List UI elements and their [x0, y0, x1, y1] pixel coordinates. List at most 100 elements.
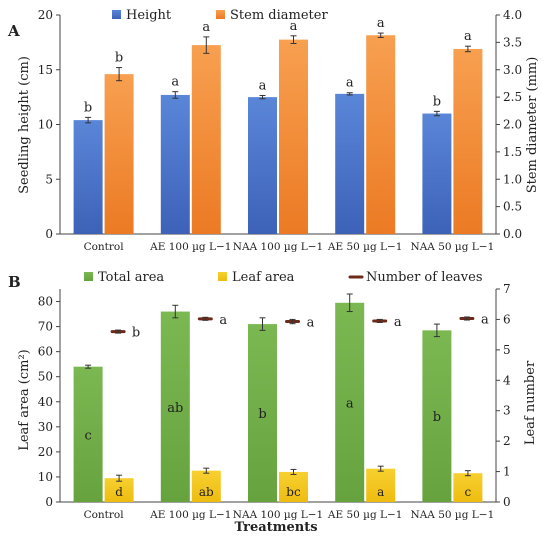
stem-letter: a — [377, 16, 385, 31]
panel-a-y2tick-label: 1.5 — [503, 145, 522, 159]
panel-b-ytick-label: 40 — [38, 395, 53, 409]
legend-leafarea-label: Leaf area — [232, 270, 295, 285]
panel-a-category-label: Control — [84, 241, 125, 253]
total-area-letter: ab — [167, 401, 183, 416]
stem-diameter-bar — [453, 48, 483, 234]
leaf-number-letter: a — [394, 315, 402, 330]
height-letter: b — [84, 100, 92, 115]
panel-b-ytick-label: 10 — [38, 470, 53, 484]
height-bar — [335, 93, 365, 234]
legend-stem-swatch — [216, 10, 225, 19]
panel-a-y2tick-label: 1.0 — [503, 172, 522, 186]
panel-b-y2tick-label: 5 — [503, 343, 511, 357]
panel-b-y2label: Leaf number — [523, 360, 538, 445]
panel-a-y2tick-label: 4.0 — [503, 8, 522, 22]
leaf-number-letter: a — [481, 313, 489, 328]
stem-letter: a — [464, 29, 472, 44]
panel-b-category-label: NAA 100 µg L−1 — [233, 509, 323, 521]
stem-diameter-bar — [104, 74, 134, 234]
panel-a-category-label: NAA 100 µg L−1 — [233, 241, 323, 253]
leaf-area-bar — [366, 468, 396, 502]
panel-a-y2tick-label: 0.5 — [503, 200, 522, 214]
legend-height-swatch — [112, 10, 121, 19]
total-area-letter: b — [433, 410, 441, 425]
height-letter: a — [259, 78, 267, 93]
leaf-number-letter: b — [132, 326, 140, 341]
panel-a-ytick-label: 15 — [38, 63, 53, 77]
leaf-area-letter: ab — [199, 485, 214, 499]
panel-a-ytick-label: 5 — [45, 172, 53, 186]
total-area-bar — [335, 302, 365, 502]
panel-a-ytick-label: 20 — [38, 8, 53, 22]
panel-b-ytick-label: 0 — [45, 495, 53, 509]
legend-stem-label: Stem diameter — [230, 8, 328, 23]
stem-letter: a — [202, 20, 210, 35]
height-letter: a — [346, 76, 354, 91]
leaf-area-letter: d — [115, 485, 123, 499]
panel-a-category-label: AE 50 µg L−1 — [327, 241, 403, 253]
panel-b-category-label: AE 100 µg L−1 — [149, 509, 231, 521]
height-bar — [73, 120, 103, 234]
leaf-area-bar — [279, 471, 308, 502]
stem-letter: a — [290, 19, 298, 34]
leaf-area-letter: a — [377, 485, 384, 499]
stem-letter: b — [115, 51, 123, 66]
panel-a-label: A — [7, 22, 20, 40]
total-area-bar — [160, 311, 190, 502]
panel-a-y2tick-label: 0.0 — [503, 227, 522, 241]
leaf-area-bar — [453, 473, 483, 502]
panel-b-y2tick-label: 2 — [503, 434, 511, 448]
legend-total-label: Total area — [98, 270, 164, 285]
panel-b-ytick-label: 30 — [38, 420, 53, 434]
panel-a-category-label: NAA 50 µg L−1 — [411, 241, 495, 253]
panel-b-y2tick-label: 0 — [503, 495, 511, 509]
panel-a-y2tick-label: 2.0 — [503, 118, 522, 132]
stem-diameter-bar — [279, 39, 308, 235]
panel-a-ytick-label: 10 — [38, 118, 53, 132]
legend-leaves-label: Number of leaves — [366, 270, 483, 285]
height-letter: a — [171, 75, 179, 90]
total-area-bar — [73, 366, 103, 502]
panel-a-y2tick-label: 3.0 — [503, 63, 522, 77]
stem-diameter-bar — [191, 45, 221, 234]
panel-b-y2tick-label: 1 — [503, 465, 511, 479]
panel-b-ytick-label: 80 — [38, 295, 53, 309]
panel-b-ytick-label: 60 — [38, 345, 53, 359]
legend-total-swatch — [84, 272, 93, 281]
leaf-area-letter: bc — [286, 485, 301, 499]
panel-b-y2tick-label: 6 — [503, 312, 511, 326]
panel-b-ylabel: Leaf area (cm²) — [17, 349, 32, 451]
panel-b-ytick-label: 20 — [38, 445, 53, 459]
leaf-number-letter: a — [219, 313, 227, 328]
panel-b-category-label: Control — [84, 509, 125, 521]
panel-a-y2tick-label: 2.5 — [503, 90, 522, 104]
panel-a-category-label: AE 100 µg L−1 — [149, 241, 231, 253]
panel-b-y2tick-label: 3 — [503, 404, 511, 418]
legend-leafarea-swatch — [218, 272, 227, 281]
panel-b-plot: 0 10 20 30 40 50 60 70 80 0 1 2 3 4 5 6 7 Control AE 100 µ… — [38, 282, 511, 521]
panel-b-ytick-label: 50 — [38, 370, 53, 384]
height-bar — [248, 97, 277, 234]
stem-diameter-bar — [366, 35, 396, 234]
height-letter: b — [433, 94, 441, 109]
height-bar — [422, 113, 452, 234]
total-area-bar — [422, 330, 452, 502]
panel-a-ytick-label: 0 — [45, 227, 53, 241]
panel-b-category-label: AE 50 µg L−1 — [327, 509, 403, 521]
leaf-area-bar — [104, 478, 134, 502]
panel-b-y2tick-label: 7 — [503, 282, 511, 296]
height-bar — [160, 94, 190, 234]
panel-a-y2label: Stem diameter (mm) — [525, 57, 540, 194]
panel-a-legend: Height Stem diameter — [112, 8, 328, 23]
total-area-bar — [248, 324, 277, 502]
total-area-letter: a — [346, 396, 354, 411]
panel-a-plot: 0 5 10 15 20 0.0 0.5 1.0 1.5 2.0 2.5 3.0 3.5 4.0 Contr… — [38, 8, 522, 253]
panel-b-legend: Total area Leaf area Number of leaves — [84, 270, 483, 285]
panel-b-y2tick-label: 4 — [503, 373, 511, 387]
leaf-number-letter: a — [307, 316, 315, 331]
panel-b-label: B — [8, 273, 21, 291]
panel-b-ytick-label: 70 — [38, 320, 53, 334]
panel-a-y2tick-label: 3.5 — [503, 35, 522, 49]
leaf-area-bar — [191, 470, 221, 502]
panel-a-ylabel: Seedling height (cm) — [17, 56, 32, 194]
